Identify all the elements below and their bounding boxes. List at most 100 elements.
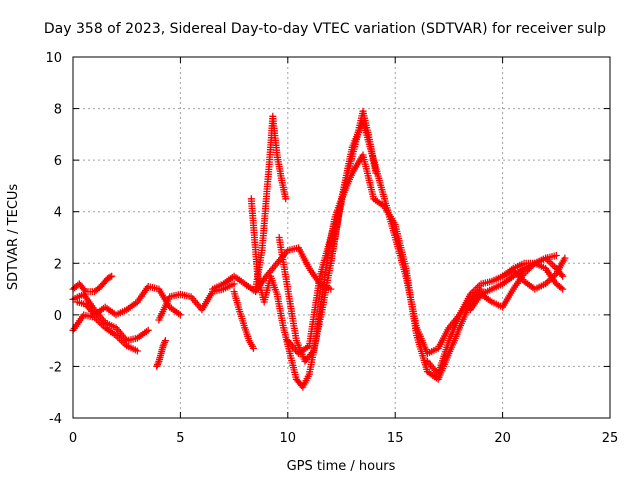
- y-tick-label: -2: [49, 360, 62, 375]
- x-tick-label: 15: [387, 431, 404, 446]
- data-segment: [488, 273, 504, 285]
- data-segment: [520, 277, 537, 292]
- data-segment: [112, 324, 129, 343]
- data-segment: [477, 286, 494, 298]
- y-tick-label: 10: [45, 51, 62, 66]
- data-segment: [241, 324, 252, 342]
- data-segment: [103, 272, 116, 283]
- data-segment: [402, 272, 420, 329]
- data-segment: [488, 298, 504, 310]
- data-segment: [234, 303, 248, 329]
- series-arc-4: [73, 283, 184, 319]
- data-segment: [80, 290, 97, 312]
- data-segment: [155, 295, 173, 324]
- data-segment: [318, 262, 334, 314]
- grid-lines: [73, 57, 610, 418]
- series-arc-16: [499, 254, 569, 293]
- y-axis-label: SDTVAR / TECUs: [6, 184, 21, 291]
- data-segment: [310, 308, 326, 355]
- data-segment: [159, 337, 169, 350]
- data-segment: [101, 319, 118, 331]
- y-tick-label: 2: [54, 257, 62, 272]
- x-tick-label: 5: [176, 431, 184, 446]
- data-segment: [262, 261, 279, 280]
- data-segment: [133, 284, 151, 306]
- data-segment: [273, 151, 285, 180]
- data-segment: [166, 303, 184, 319]
- data-segment: [286, 350, 300, 381]
- data-segment: [284, 285, 300, 342]
- data-segment: [370, 195, 387, 209]
- data-segment: [316, 236, 334, 280]
- data-segment: [112, 332, 129, 348]
- data-segment: [198, 290, 215, 314]
- data-segment: [434, 339, 452, 378]
- data-segment: [219, 280, 238, 293]
- y-tick-label: 4: [54, 206, 62, 221]
- data-segment: [295, 244, 312, 270]
- data-segment: [230, 272, 247, 287]
- x-tick-label: 10: [280, 431, 297, 446]
- data-segment: [258, 197, 270, 254]
- series-arc-5: [153, 337, 169, 370]
- data-segment: [230, 288, 242, 309]
- data-segment: [269, 112, 281, 157]
- data-segment: [499, 287, 516, 311]
- data-segment: [391, 221, 409, 270]
- x-axis-ticks: 0 5 10 15 20 25: [69, 57, 618, 446]
- y-tick-label: -4: [49, 412, 62, 427]
- data-segment: [370, 156, 388, 200]
- data-segment: [509, 267, 526, 284]
- series-arc-10: [247, 195, 345, 391]
- data-segment: [499, 268, 515, 280]
- series-arc-1: [69, 311, 141, 355]
- data-segment: [434, 352, 452, 383]
- data-segment: [552, 254, 569, 278]
- data-segment: [245, 337, 257, 352]
- data-segment: [520, 260, 537, 272]
- data-segment: [456, 295, 473, 319]
- data-segment: [301, 349, 316, 365]
- data-segment: [273, 290, 287, 329]
- series-arc-9: [252, 112, 290, 293]
- data-segment: [267, 272, 280, 296]
- data-segment: [531, 255, 547, 267]
- data-segment: [488, 281, 504, 293]
- data-segment: [542, 254, 558, 271]
- data-segment: [445, 313, 463, 345]
- data-segment: [413, 324, 430, 355]
- data-segment: [434, 326, 452, 352]
- data-segment: [91, 284, 103, 296]
- data-segment: [552, 280, 567, 293]
- data-segment: [445, 326, 463, 357]
- data-segment: [423, 345, 440, 357]
- y-axis-ticks: -4 -2 0 2 4 6 8 10: [45, 51, 610, 427]
- data-segment: [391, 234, 409, 278]
- data-segment: [531, 281, 547, 293]
- data-segment: [153, 359, 162, 370]
- data-segment: [97, 276, 110, 290]
- data-segment: [381, 195, 399, 239]
- data-segment: [209, 281, 225, 293]
- y-tick-label: 0: [54, 309, 62, 324]
- data-segment: [338, 146, 356, 203]
- x-tick-label: 25: [602, 431, 619, 446]
- data-segment: [101, 303, 118, 318]
- data-points: [69, 107, 569, 391]
- series-arc-15: [466, 254, 567, 314]
- data-segment: [359, 118, 377, 162]
- data-segment: [219, 274, 236, 288]
- data-segment: [456, 300, 473, 332]
- data-segment: [133, 326, 152, 342]
- x-tick-label: 20: [494, 431, 511, 446]
- data-segment: [359, 151, 377, 200]
- series-arc-11: [275, 107, 380, 365]
- data-segment: [101, 324, 118, 338]
- plot-frame: [72, 56, 611, 419]
- x-axis-label: GPS time / hours: [287, 459, 396, 474]
- data-segment: [75, 280, 89, 294]
- data-segment: [262, 146, 274, 203]
- data-segment: [241, 280, 258, 294]
- data-segment: [327, 197, 345, 267]
